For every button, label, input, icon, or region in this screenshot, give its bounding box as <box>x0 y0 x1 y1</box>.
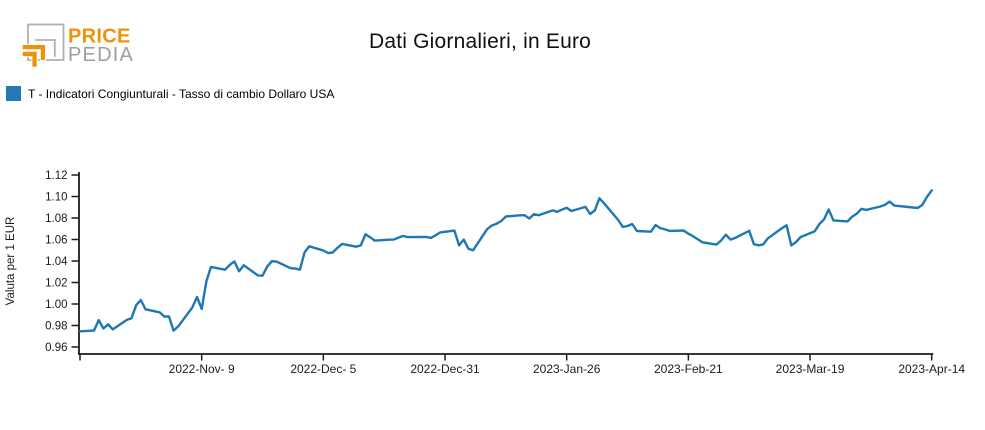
page-title: Dati Giornalieri, in Euro <box>368 30 592 53</box>
y-tick-label: 1.10 <box>45 192 67 204</box>
x-tick-label: 2023-Feb-21 <box>654 362 723 376</box>
y-tick-label: 0.96 <box>45 342 67 354</box>
x-tick-label: 2023-Jan-26 <box>533 362 601 376</box>
legend-swatch-icon <box>6 86 21 101</box>
y-tick-label: 1.04 <box>45 256 68 268</box>
logo-brand-top: PRICE <box>68 26 131 48</box>
x-tick-label: 2022-Nov- 9 <box>169 362 235 376</box>
series-line <box>78 189 933 333</box>
legend-label: T - Indicatori Congiunturali - Tasso di … <box>28 86 335 101</box>
x-tick-label: 2022-Dec-31 <box>410 362 480 376</box>
y-tick-label: 1.08 <box>45 213 67 225</box>
y-axis-title: Valuta per 1 EUR <box>5 217 17 306</box>
y-tick-label: 1.12 <box>45 170 67 182</box>
y-tick-label: 1.02 <box>45 278 67 290</box>
pricepedia-logo: PRICE PEDIA <box>21 23 134 68</box>
y-tick-label: 1.00 <box>45 299 67 311</box>
x-tick-label: 2023-Mar-19 <box>776 362 845 376</box>
logo-orange-bracket-icon <box>21 44 46 61</box>
logo-brand-bottom: PEDIA <box>68 44 134 66</box>
x-tick-label: 2023-Apr-14 <box>898 362 965 376</box>
legend: T - Indicatori Congiunturali - Tasso di … <box>6 86 334 101</box>
y-tick-label: 0.98 <box>45 321 67 333</box>
logo-inner-bracket-icon <box>35 39 56 57</box>
y-tick-label: 1.06 <box>45 235 67 247</box>
x-tick-label: 2022-Dec- 5 <box>290 362 356 376</box>
logo-orange-bracket-small-icon <box>21 50 38 68</box>
